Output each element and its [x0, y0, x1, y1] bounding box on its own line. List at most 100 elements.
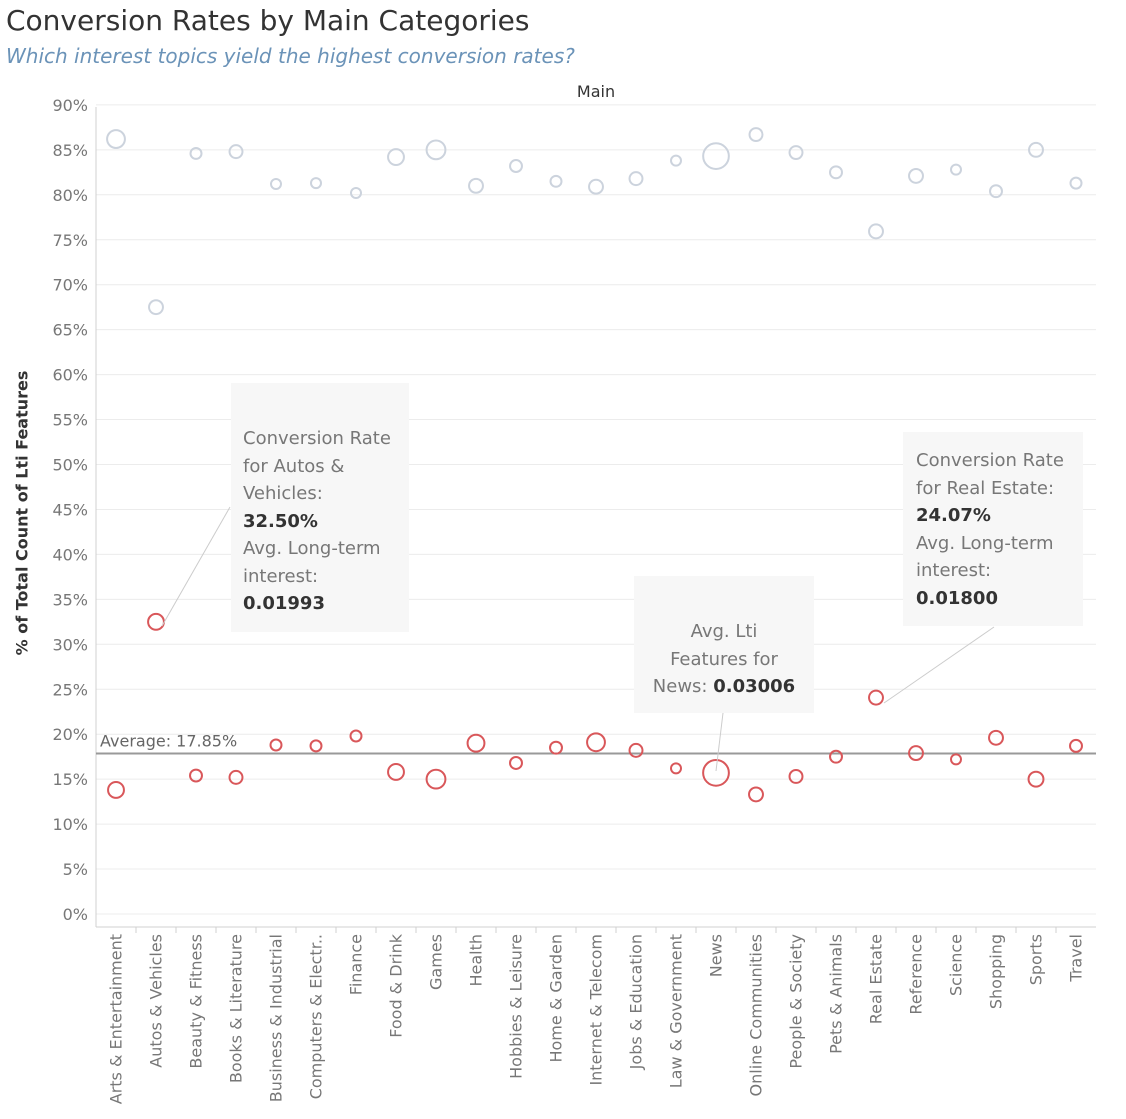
chart-title: Conversion Rates by Main Categories [6, 4, 530, 37]
y-tick-label: 20% [52, 725, 88, 744]
point-converted [1069, 738, 1083, 753]
x-tick-label: Law & Government [667, 934, 686, 1088]
point-converted [107, 780, 125, 799]
point-converted [466, 733, 486, 753]
point-converted [670, 762, 682, 775]
annotation-text: Vehicles: [243, 483, 323, 504]
point-not-converted [788, 145, 804, 161]
chart-subtitle: Which interest topics yield the highest … [6, 44, 575, 68]
annotation-value: 32.50% [243, 510, 318, 532]
point-converted [586, 732, 606, 753]
point-converted [628, 742, 644, 758]
annotation-value: 0.01800 [916, 587, 998, 609]
point-not-converted [989, 184, 1003, 199]
point-converted [748, 786, 764, 803]
point-converted [988, 729, 1004, 746]
annotation-text: Conversion Rate [243, 428, 391, 449]
annotation-value: 0.01993 [243, 593, 325, 614]
y-tick-label: 30% [52, 635, 88, 654]
x-tick-label: Autos & Vehicles [147, 934, 166, 1068]
point-not-converted [588, 178, 604, 195]
x-tick-label: Books & Literature [227, 934, 246, 1083]
point-converted [189, 768, 203, 783]
y-tick-label: 85% [52, 141, 88, 160]
point-converted [228, 769, 244, 785]
annotation-autos-vehicles: Conversion Rate for Autos & Vehicles: 32… [231, 383, 409, 632]
x-tick-label: Health [467, 934, 486, 987]
y-tick-label: 75% [52, 231, 88, 250]
x-tick-label: Reference [907, 934, 926, 1015]
annotation-text: interest: [243, 565, 319, 587]
point-converted [269, 738, 283, 752]
y-tick-label: 90% [52, 96, 88, 115]
point-not-converted [670, 154, 682, 167]
x-tick-label: Hobbies & Leisure [507, 934, 526, 1079]
annotation-value: 0.03006 [713, 676, 796, 697]
x-tick-label: Shopping [987, 934, 1006, 1009]
x-tick-label: Real Estate [867, 934, 886, 1024]
point-converted [868, 689, 884, 706]
x-tick-label: Business & Industrial [267, 934, 286, 1102]
point-not-converted [549, 174, 563, 188]
annotation-leader-line [883, 626, 995, 704]
annotation-text: Features for [670, 648, 778, 670]
y-tick-label: 0% [63, 905, 88, 924]
average-label: Average: 17.85% [100, 732, 237, 751]
x-tick-label: Computers & Electr.. [307, 934, 326, 1099]
point-not-converted [1028, 141, 1044, 158]
annotation-news: Avg. Lti Features for News: 0.03006 [634, 576, 814, 713]
x-tick-label: Games [427, 934, 446, 990]
annotation-text: for Real Estate: [916, 477, 1055, 499]
x-tick-label: News [707, 934, 726, 977]
annotation-text: Conversion Rate [916, 450, 1064, 471]
point-not-converted [908, 167, 924, 184]
y-tick-label: 80% [52, 186, 88, 205]
annotation-text: Avg. Long-term [916, 532, 1054, 554]
y-tick-label: 45% [52, 500, 88, 519]
point-converted [549, 740, 563, 755]
point-not-converted [270, 178, 282, 191]
point-converted [702, 758, 730, 787]
annotation-text: News: [652, 676, 708, 697]
point-converted [425, 768, 447, 790]
point-converted [1027, 770, 1045, 788]
point-not-converted [425, 139, 447, 161]
point-converted [908, 745, 924, 762]
y-tick-label: 50% [52, 456, 88, 475]
annotation-leader-line [161, 506, 231, 627]
annotation-text: Avg. Long-term [243, 538, 381, 559]
point-not-converted [748, 127, 764, 143]
y-tick-label: 60% [52, 366, 88, 385]
annotation-text: for Autos & [243, 455, 345, 477]
annotation-value: 24.07% [916, 505, 991, 526]
x-tick-label: Food & Drink [387, 933, 406, 1038]
point-not-converted [350, 187, 362, 200]
annotation-text: Avg. Lti [690, 621, 758, 642]
x-tick-label: Travel [1067, 934, 1086, 983]
point-not-converted [106, 129, 126, 149]
x-tick-label: Jobs & Education [627, 934, 646, 1070]
y-tick-label: 15% [52, 770, 88, 789]
point-not-converted [189, 146, 203, 160]
x-tick-label: Online Communities [747, 934, 766, 1096]
point-converted [509, 755, 523, 770]
x-tick-label: Science [947, 934, 966, 996]
y-tick-label: 10% [52, 815, 88, 834]
point-converted [309, 739, 323, 753]
x-tick-label: Arts & Entertainment [107, 934, 126, 1104]
x-tick-label: Home & Garden [547, 934, 566, 1063]
point-converted [147, 612, 165, 631]
point-not-converted [1069, 176, 1083, 190]
y-tick-label: 25% [52, 680, 88, 699]
point-not-converted [628, 171, 644, 187]
y-tick-label: 5% [63, 860, 88, 879]
x-tick-label: Beauty & Fitness [187, 934, 206, 1069]
point-converted [788, 768, 804, 784]
point-not-converted [509, 159, 523, 174]
annotation-real-estate: Conversion Rate for Real Estate: 24.07% … [903, 432, 1083, 626]
x-tick-label: Pets & Animals [827, 934, 846, 1054]
point-not-converted [468, 177, 484, 194]
point-not-converted [950, 163, 962, 176]
point-not-converted [310, 177, 322, 190]
